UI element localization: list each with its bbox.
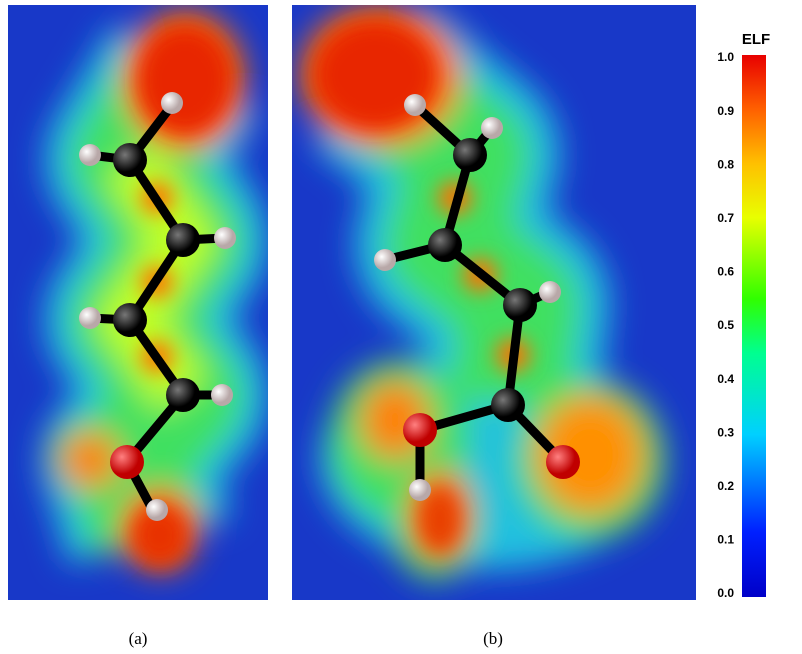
colorbar-tick-label: 0.1 (717, 533, 734, 547)
elf-map-a (8, 5, 268, 600)
colorbar-tick-label: 0.8 (717, 157, 734, 171)
colorbar-title: ELF (742, 31, 770, 48)
elf-map-b (292, 5, 696, 600)
colorbar-tick-label: 0.0 (717, 586, 734, 600)
colorbar-tick-label: 0.7 (717, 211, 734, 225)
colorbar-tick-label: 0.9 (717, 104, 734, 118)
colorbar-tick-label: 0.2 (717, 479, 734, 493)
colorbar-tick-label: 0.5 (717, 318, 734, 332)
colorbar-tick-label: 0.3 (717, 425, 734, 439)
panel-label: (a) (129, 629, 148, 648)
figure: (a) (b) ELF 0.0 0.1 0.2 0.3 0.4 0.5 0.6 0.7 0.8 0… (0, 0, 802, 654)
colorbar-tick-label: 0.6 (717, 265, 734, 279)
colorbar-tick-label: 1.0 (717, 50, 734, 64)
colorbar-tick-label: 0.4 (717, 372, 734, 386)
colorbar (742, 55, 766, 597)
panel-label: (b) (483, 629, 503, 648)
